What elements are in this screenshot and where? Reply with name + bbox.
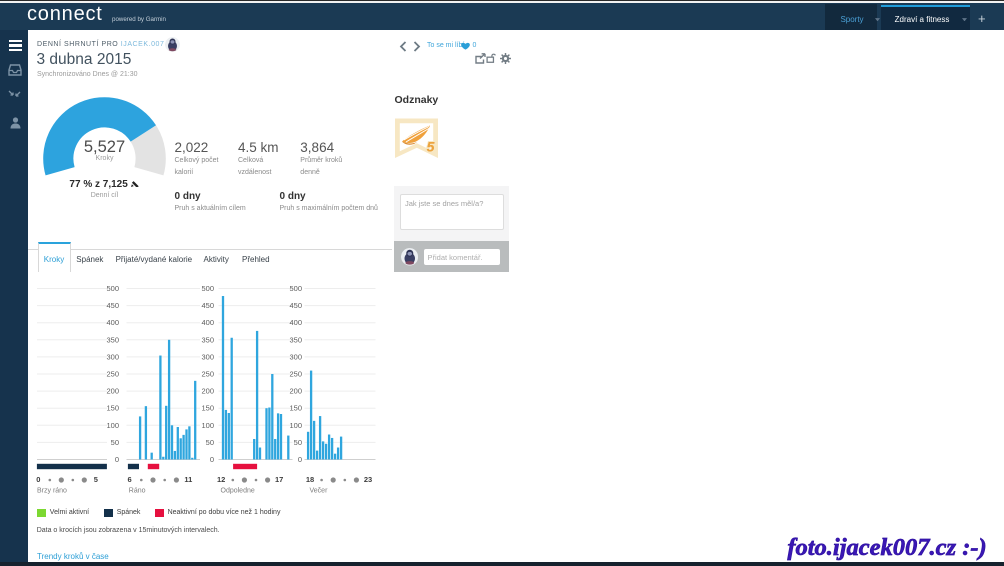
svg-text:500: 500 bbox=[106, 284, 119, 293]
svg-text:400: 400 bbox=[106, 318, 119, 327]
svg-text:18: 18 bbox=[306, 475, 314, 484]
svg-text:5: 5 bbox=[94, 475, 98, 484]
svg-text:Ráno: Ráno bbox=[129, 488, 146, 495]
svg-text:50: 50 bbox=[206, 438, 214, 447]
svg-text:500: 500 bbox=[201, 284, 214, 293]
svg-text:350: 350 bbox=[106, 335, 119, 344]
svg-text:100: 100 bbox=[106, 421, 119, 430]
svg-text:150: 150 bbox=[289, 404, 302, 413]
svg-text:350: 350 bbox=[201, 335, 214, 344]
svg-text:17: 17 bbox=[275, 475, 283, 484]
svg-text:450: 450 bbox=[289, 301, 302, 310]
svg-text:11: 11 bbox=[184, 475, 192, 484]
svg-text:100: 100 bbox=[289, 421, 302, 430]
svg-text:Večer: Večer bbox=[310, 488, 329, 495]
svg-text:50: 50 bbox=[294, 438, 302, 447]
svg-text:0: 0 bbox=[210, 455, 214, 464]
svg-text:250: 250 bbox=[201, 369, 214, 378]
svg-text:0: 0 bbox=[36, 475, 40, 484]
svg-text:500: 500 bbox=[289, 284, 302, 293]
svg-text:300: 300 bbox=[106, 352, 119, 361]
svg-text:0: 0 bbox=[115, 455, 119, 464]
svg-text:450: 450 bbox=[106, 301, 119, 310]
svg-text:350: 350 bbox=[289, 335, 302, 344]
svg-text:6: 6 bbox=[128, 475, 132, 484]
svg-text:150: 150 bbox=[106, 404, 119, 413]
svg-text:23: 23 bbox=[364, 475, 372, 484]
svg-text:250: 250 bbox=[289, 369, 302, 378]
svg-text:400: 400 bbox=[289, 318, 302, 327]
svg-text:450: 450 bbox=[201, 301, 214, 310]
svg-text:200: 200 bbox=[201, 387, 214, 396]
svg-text:300: 300 bbox=[201, 352, 214, 361]
svg-text:250: 250 bbox=[106, 369, 119, 378]
svg-text:150: 150 bbox=[201, 404, 214, 413]
svg-text:Odpoledne: Odpoledne bbox=[221, 488, 255, 495]
svg-text:5: 5 bbox=[426, 139, 434, 155]
svg-text:0: 0 bbox=[298, 455, 302, 464]
svg-text:12: 12 bbox=[217, 475, 225, 484]
svg-text:50: 50 bbox=[111, 438, 119, 447]
svg-text:400: 400 bbox=[201, 318, 214, 327]
svg-text:5: 5 bbox=[426, 139, 434, 155]
svg-text:100: 100 bbox=[201, 421, 214, 430]
svg-text:Brzy ráno: Brzy ráno bbox=[37, 488, 67, 495]
svg-text:200: 200 bbox=[106, 387, 119, 396]
svg-text:300: 300 bbox=[289, 352, 302, 361]
svg-text:200: 200 bbox=[289, 387, 302, 396]
